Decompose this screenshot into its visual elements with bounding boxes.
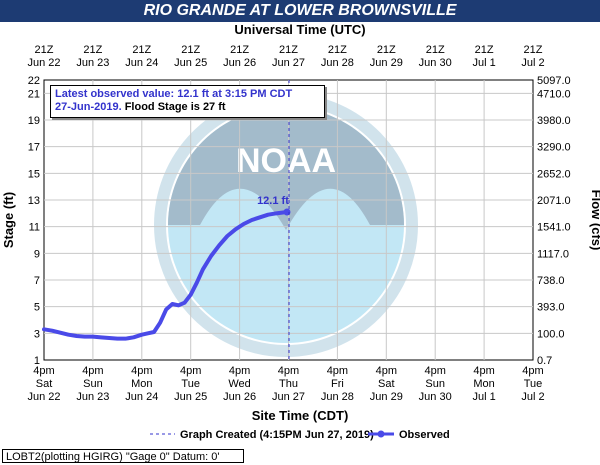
x-tick-date: Jul 2 bbox=[521, 391, 544, 403]
top-tick-time: 21Z bbox=[279, 44, 298, 56]
x-tick-time: 4pm bbox=[473, 365, 494, 377]
x-tick-date: Jul 1 bbox=[472, 391, 495, 403]
y-right-tick-label: 2652.0 bbox=[537, 168, 571, 180]
top-tick-date: Jun 22 bbox=[27, 57, 60, 69]
x-tick-day: Wed bbox=[228, 378, 250, 390]
x-axis-title: Site Time (CDT) bbox=[252, 408, 349, 423]
top-tick-date: Jun 25 bbox=[174, 57, 207, 69]
y-tick-label: 21 bbox=[28, 88, 40, 100]
x-tick-time: 4pm bbox=[327, 365, 348, 377]
y-right-axis-title: Flow (cfs) bbox=[589, 190, 600, 251]
title-bar bbox=[0, 0, 600, 22]
y-right-tick-label: 2071.0 bbox=[537, 195, 571, 207]
y-tick-label: 15 bbox=[28, 168, 40, 180]
svg-text:NOAA: NOAA bbox=[236, 142, 336, 180]
y-tick-label: 19 bbox=[28, 115, 40, 127]
y-right-tick-label: 100.0 bbox=[537, 328, 565, 340]
x-tick-date: Jun 25 bbox=[174, 391, 207, 403]
top-tick-date: Jun 26 bbox=[223, 57, 256, 69]
x-tick-date: Jun 30 bbox=[419, 391, 452, 403]
x-tick-day: Sat bbox=[36, 378, 53, 390]
x-tick-day: Tue bbox=[181, 378, 200, 390]
datum-footer: LOBT2(plotting HGIRG) "Gage 0" Datum: 0' bbox=[2, 449, 244, 463]
y-right-tick-label: 3980.0 bbox=[537, 115, 571, 127]
top-tick-time: 21Z bbox=[328, 44, 347, 56]
x-tick-day: Fri bbox=[331, 378, 344, 390]
x-tick-day: Sun bbox=[425, 378, 445, 390]
top-tick-date: Jun 23 bbox=[76, 57, 109, 69]
x-tick-time: 4pm bbox=[229, 365, 250, 377]
top-tick-time: 21Z bbox=[475, 44, 494, 56]
top-tick-date: Jun 24 bbox=[125, 57, 158, 69]
y-right-tick-label: 5097.0 bbox=[537, 75, 571, 87]
legend-observed-marker bbox=[377, 430, 385, 438]
x-tick-day: Sat bbox=[378, 378, 395, 390]
x-tick-time: 4pm bbox=[131, 365, 152, 377]
noaa-logo-icon: NOAA bbox=[154, 93, 418, 357]
top-tick-date: Jun 30 bbox=[419, 57, 452, 69]
y-tick-label: 9 bbox=[34, 248, 40, 260]
x-tick-time: 4pm bbox=[376, 365, 397, 377]
top-tick-date: Jun 28 bbox=[321, 57, 354, 69]
x-tick-date: Jun 28 bbox=[321, 391, 354, 403]
x-tick-time: 4pm bbox=[180, 365, 201, 377]
y-right-tick-label: 1117.0 bbox=[537, 248, 569, 260]
y-right-tick-label: 1541.0 bbox=[537, 222, 571, 234]
top-tick-time: 21Z bbox=[83, 44, 102, 56]
x-tick-date: Jun 29 bbox=[370, 391, 403, 403]
legend-observed-label: Observed bbox=[399, 429, 450, 441]
x-tick-time: 4pm bbox=[33, 365, 54, 377]
top-tick-time: 21Z bbox=[524, 44, 543, 56]
x-tick-time: 4pm bbox=[278, 365, 299, 377]
x-tick-date: Jun 23 bbox=[76, 391, 109, 403]
x-tick-day: Mon bbox=[473, 378, 494, 390]
y-tick-label: 1 bbox=[34, 355, 40, 367]
x-tick-date: Jun 27 bbox=[272, 391, 305, 403]
y-tick-label: 7 bbox=[34, 275, 40, 287]
top-tick-time: 21Z bbox=[132, 44, 151, 56]
top-tick-time: 21Z bbox=[377, 44, 396, 56]
x-tick-day: Mon bbox=[131, 378, 152, 390]
annotation-date: 27-Jun-2019. bbox=[55, 101, 122, 113]
y-right-tick-label: 3290.0 bbox=[537, 142, 571, 154]
y-tick-label: 5 bbox=[34, 302, 40, 314]
y-axis-title: Stage (ft) bbox=[1, 192, 16, 248]
top-tick-date: Jun 27 bbox=[272, 57, 305, 69]
x-tick-date: Jun 26 bbox=[223, 391, 256, 403]
y-tick-label: 11 bbox=[29, 222, 40, 234]
latest-value-label: 12.1 ft bbox=[257, 195, 289, 207]
x-tick-date: Jun 24 bbox=[125, 391, 158, 403]
chart-title: RIO GRANDE AT LOWER BROWNSVILLE bbox=[143, 2, 457, 19]
annotation-flood-stage: Flood Stage is 27 ft bbox=[121, 101, 226, 113]
y-right-tick-label: 393.0 bbox=[537, 302, 565, 314]
top-tick-date: Jul 2 bbox=[521, 57, 544, 69]
top-tick-time: 21Z bbox=[35, 44, 54, 56]
latest-value-annotation: Latest observed value: 12.1 ft at 3:15 P… bbox=[50, 85, 325, 118]
top-axis-title: Universal Time (UTC) bbox=[234, 22, 366, 37]
y-right-tick-label: 738.0 bbox=[537, 275, 565, 287]
x-tick-day: Thu bbox=[279, 378, 298, 390]
top-tick-time: 21Z bbox=[426, 44, 445, 56]
x-tick-day: Sun bbox=[83, 378, 103, 390]
top-tick-date: Jul 1 bbox=[472, 57, 495, 69]
x-tick-date: Jun 22 bbox=[27, 391, 60, 403]
x-tick-time: 4pm bbox=[522, 365, 543, 377]
top-tick-time: 21Z bbox=[230, 44, 249, 56]
y-tick-label: 3 bbox=[34, 328, 40, 340]
x-tick-time: 4pm bbox=[424, 365, 445, 377]
y-right-tick-label: 0.7 bbox=[537, 355, 552, 367]
y-tick-label: 17 bbox=[28, 142, 40, 154]
annotation-line-1: Latest observed value: 12.1 ft at 3:15 P… bbox=[55, 88, 293, 100]
top-tick-date: Jun 29 bbox=[370, 57, 403, 69]
observed-series-line bbox=[42, 210, 289, 341]
y-tick-label: 13 bbox=[28, 195, 40, 207]
x-tick-day: Tue bbox=[524, 378, 543, 390]
legend-graph-created-label: Graph Created (4:15PM Jun 27, 2019) bbox=[180, 429, 374, 441]
y-right-tick-label: 4710.0 bbox=[537, 88, 571, 100]
top-tick-time: 21Z bbox=[181, 44, 200, 56]
annotation-line-2: 27-Jun-2019. Flood Stage is 27 ft bbox=[55, 101, 320, 114]
y-tick-label: 22 bbox=[28, 75, 40, 87]
x-tick-time: 4pm bbox=[82, 365, 103, 377]
